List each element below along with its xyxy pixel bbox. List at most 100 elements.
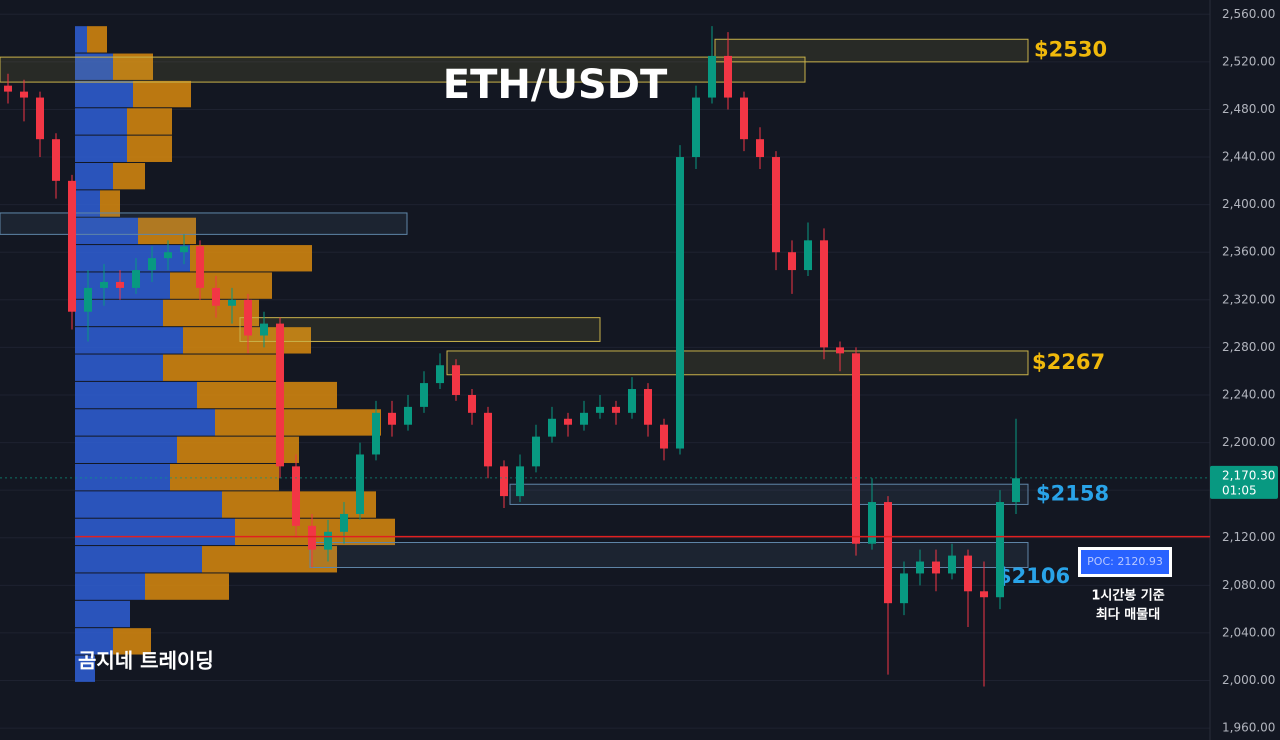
- profile-down: [190, 245, 312, 272]
- candle-body: [916, 561, 924, 574]
- poc-label: POC: 2120.93: [1087, 555, 1163, 568]
- candle-body: [564, 418, 572, 425]
- candle-body: [596, 406, 604, 413]
- candle-body: [788, 252, 796, 271]
- candle-body: [340, 513, 348, 532]
- profile-up: [75, 162, 113, 190]
- candle-body: [84, 287, 92, 312]
- candle-body: [852, 353, 860, 544]
- candle-body: [228, 299, 236, 306]
- profile-up: [75, 327, 183, 354]
- y-tick-label: 2,520.00: [1222, 54, 1275, 68]
- y-tick-label: 2,400.00: [1222, 197, 1275, 211]
- candle-body: [452, 365, 460, 395]
- candle-body: [468, 394, 476, 413]
- candle-body: [244, 299, 252, 336]
- profile-down: [127, 108, 172, 135]
- last-price-label: 2,170.30: [1222, 468, 1275, 482]
- candle-body: [436, 365, 444, 384]
- profile-up: [75, 546, 202, 573]
- candle-body: [292, 466, 300, 526]
- profile-up: [75, 108, 127, 135]
- zone: [714, 38, 1029, 63]
- y-tick-label: 2,040.00: [1222, 625, 1275, 639]
- zone-label: $2158: [1036, 481, 1109, 505]
- y-tick-label: 2,480.00: [1222, 102, 1275, 116]
- profile-up: [75, 463, 170, 491]
- candle-body: [36, 97, 44, 140]
- candle-body: [500, 466, 508, 497]
- profile-up: [75, 491, 222, 518]
- profile-down: [127, 135, 172, 162]
- profile-up: [75, 436, 177, 463]
- profile-up: [75, 245, 190, 272]
- zone: [0, 212, 408, 235]
- y-tick-label: 2,120.00: [1222, 530, 1275, 544]
- profile-down: [215, 409, 381, 436]
- profile-up: [75, 26, 87, 53]
- y-tick-label: 2,320.00: [1222, 292, 1275, 306]
- zone: [239, 317, 601, 342]
- zone: [309, 542, 1029, 568]
- candle-body: [404, 406, 412, 425]
- profile-up: [75, 409, 215, 436]
- candle-body: [1012, 478, 1020, 503]
- profile-down: [163, 299, 259, 327]
- candle-body: [516, 466, 524, 497]
- candle-body: [644, 389, 652, 425]
- candle-body: [836, 347, 844, 354]
- candle-body: [484, 412, 492, 467]
- profile-down: [87, 26, 107, 53]
- zone: [509, 483, 1029, 505]
- candle-body: [676, 157, 684, 449]
- candle-body: [820, 240, 828, 348]
- candle-body: [740, 97, 748, 140]
- profile-down: [133, 80, 191, 108]
- candle-body: [20, 91, 28, 98]
- profile-up: [75, 53, 113, 80]
- zone-label: $2267: [1032, 350, 1105, 374]
- candle-body: [612, 406, 620, 413]
- candle-body: [148, 258, 156, 271]
- candle-body: [196, 246, 204, 288]
- profile-up: [75, 573, 145, 600]
- candle-body: [756, 139, 764, 158]
- candle-body: [420, 383, 428, 407]
- candle-body: [164, 252, 172, 259]
- profile-up: [75, 655, 95, 682]
- candle-body: [948, 555, 956, 574]
- zone-label: $2530: [1034, 38, 1107, 62]
- y-tick-label: 2,440.00: [1222, 150, 1275, 164]
- candle-body: [100, 281, 108, 288]
- candle-body: [996, 502, 1004, 598]
- candle-body: [372, 412, 380, 455]
- candle-body: [628, 389, 636, 413]
- profile-down: [100, 190, 120, 217]
- profile-up: [75, 190, 100, 217]
- candle-body: [4, 85, 12, 92]
- candle-body: [324, 531, 332, 550]
- last-price-tag: [1210, 465, 1278, 499]
- candle-body: [900, 573, 908, 604]
- profile-down: [138, 217, 196, 245]
- countdown-label: 01:05: [1222, 483, 1257, 497]
- profile-up: [75, 217, 138, 245]
- profile-down: [197, 381, 337, 409]
- watermark: 곰지네 트레이딩: [78, 649, 214, 673]
- y-tick-label: 2,000.00: [1222, 673, 1275, 687]
- candle-body: [132, 270, 140, 288]
- candle-body: [772, 157, 780, 253]
- profile-down: [163, 354, 278, 381]
- candle-body: [180, 246, 188, 253]
- profile-down: [202, 546, 337, 573]
- candle-body: [660, 424, 668, 449]
- zone: [0, 56, 806, 83]
- zone-label: $2106: [997, 564, 1070, 588]
- candle-body: [932, 561, 940, 574]
- profile-down: [170, 272, 272, 299]
- profile-up: [75, 80, 133, 108]
- candle-body: [276, 323, 284, 467]
- candle-body: [356, 454, 364, 514]
- candle-body: [388, 412, 396, 425]
